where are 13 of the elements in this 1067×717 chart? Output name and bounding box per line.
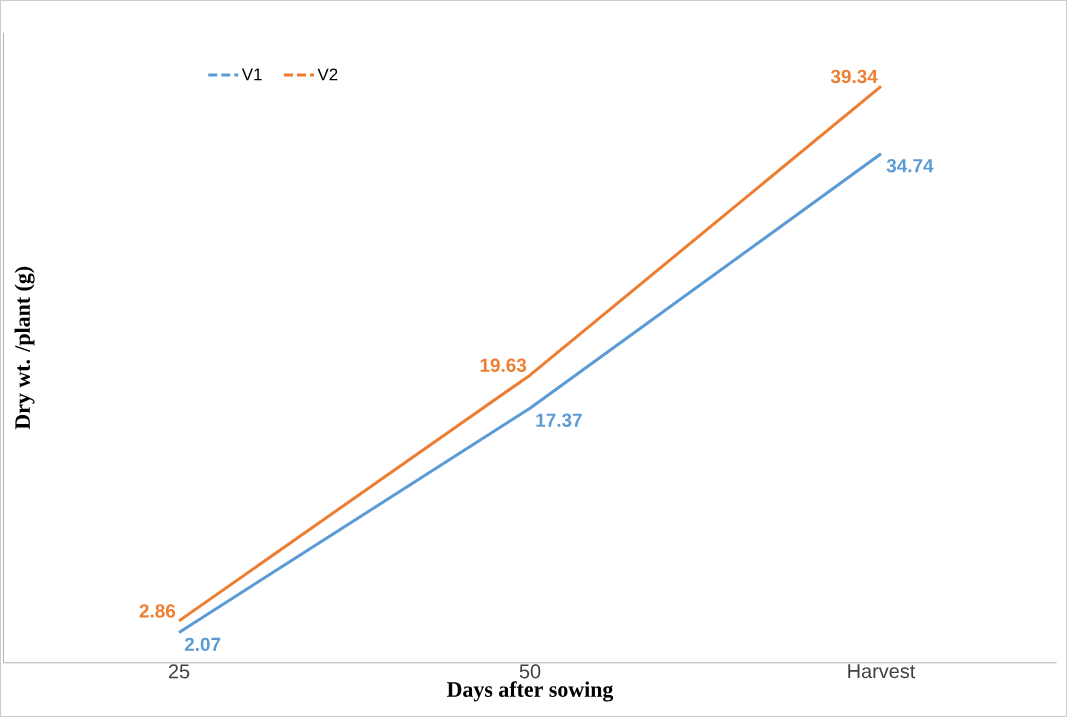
x-tick-label: 25 [168,664,190,679]
legend-label: V2 [317,68,338,81]
x-tick-label: 50 [519,664,541,679]
data-label: 17.37 [536,413,582,427]
data-label: 19.63 [480,358,527,372]
data-label: 39.34 [830,69,878,84]
data-label: 34.74 [886,158,934,173]
data-label: 2.07 [184,637,221,652]
y-axis-title: Dry wt. /plant (g) [14,266,35,430]
x-tick-label: Harvest [848,664,916,679]
x-axis-title: Days after sowing [447,681,614,702]
legend-label: V1 [241,68,262,81]
data-label: 2.86 [139,604,176,618]
